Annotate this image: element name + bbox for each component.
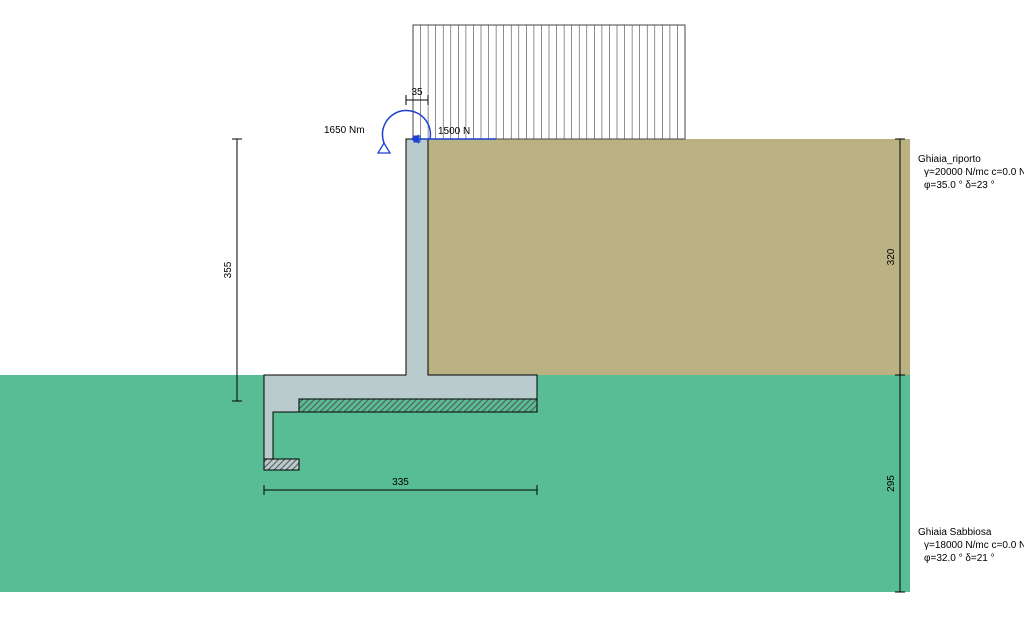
svg-text:γ=18000 N/mc c=0.0 N/cmq: γ=18000 N/mc c=0.0 N/cmq <box>924 540 1024 551</box>
svg-text:295: 295 <box>886 475 897 492</box>
svg-text:320: 320 <box>886 248 897 265</box>
svg-text:35: 35 <box>411 87 423 98</box>
svg-text:1650 Nm: 1650 Nm <box>324 125 365 136</box>
surcharge-load <box>413 25 685 139</box>
svg-text:335: 335 <box>392 477 409 488</box>
svg-text:1500 N: 1500 N <box>438 126 470 137</box>
soil-labels: Ghiaia_riporto γ=20000 N/mc c=0.0 N/cmq φ=… <box>918 154 1024 564</box>
svg-text:Ghiaia_riporto: Ghiaia_riporto <box>918 154 981 165</box>
soil-layer-upper <box>428 139 910 375</box>
svg-text:355: 355 <box>223 261 234 278</box>
svg-text:φ=32.0 ° δ=21 °: φ=32.0 ° δ=21 ° <box>924 553 995 564</box>
svg-text:φ=35.0 ° δ=23 °: φ=35.0 ° δ=23 ° <box>924 180 995 191</box>
svg-text:Ghiaia Sabbiosa: Ghiaia Sabbiosa <box>918 527 992 538</box>
svg-text:γ=20000 N/mc c=0.0 N/cmq: γ=20000 N/mc c=0.0 N/cmq <box>924 167 1024 178</box>
